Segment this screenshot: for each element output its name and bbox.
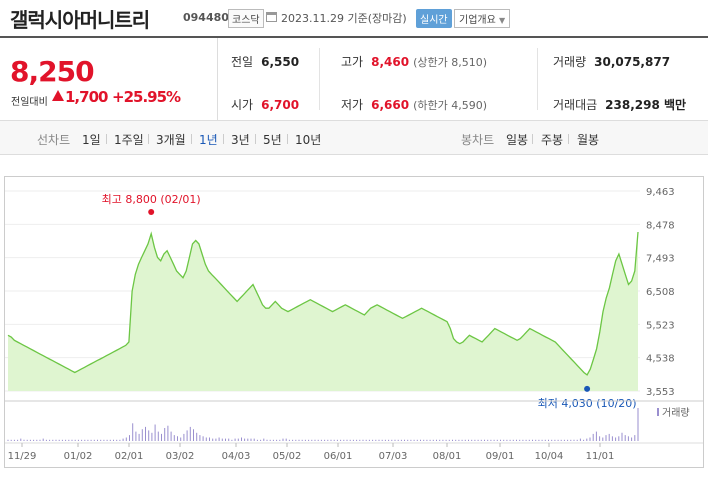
tab-3m[interactable]: 3개월 <box>156 133 186 147</box>
y-tick-label: 8,478 <box>646 220 675 231</box>
volume-legend: 거래량 <box>662 407 690 419</box>
y-tick-label: 3,553 <box>646 387 675 398</box>
stat-label: 전일 <box>231 55 254 69</box>
stat-volume: 거래량 30,075,877 <box>553 53 670 70</box>
x-tick-label: 05/02 <box>273 451 302 462</box>
x-tick-label: 11/29 <box>8 451 37 462</box>
header-divider <box>0 36 708 38</box>
x-tick-label: 01/02 <box>64 451 93 462</box>
price-panel: 8,250 전일대비 1,700 +25.95% <box>0 38 218 120</box>
change-value: 1,700 <box>65 88 108 106</box>
y-tick-label: 6,508 <box>646 287 675 298</box>
divider <box>223 134 224 144</box>
divider <box>191 134 192 144</box>
corp-info-label: 기업개요 <box>459 15 496 26</box>
x-tick-label: 09/01 <box>486 451 515 462</box>
tab-daily[interactable]: 일봉 <box>506 133 529 147</box>
company-name: 갤럭시아머니트리 <box>10 8 150 32</box>
change-percent: +25.95% <box>112 88 181 106</box>
stat-value: 6,660 <box>371 98 410 112</box>
x-tick-label: 03/02 <box>166 451 195 462</box>
change-label: 전일대비 <box>11 97 48 108</box>
x-tick-label: 06/01 <box>324 451 353 462</box>
x-tick-label: 10/04 <box>535 451 564 462</box>
y-tick-label: 5,523 <box>646 320 675 331</box>
x-tick-label: 11/01 <box>586 451 615 462</box>
volume-legend-swatch <box>657 408 659 416</box>
tab-5y[interactable]: 5년 <box>263 133 282 147</box>
stat-trade-value: 거래대금 238,298 백만 <box>553 96 686 113</box>
tab-10y[interactable]: 10년 <box>295 133 322 147</box>
y-tick-label: 7,493 <box>646 254 675 265</box>
stat-label: 거래량 <box>553 55 587 69</box>
x-tick-label: 04/03 <box>222 451 251 462</box>
stat-open: 시가 6,700 <box>231 96 299 113</box>
tab-1d[interactable]: 1일 <box>82 133 101 147</box>
divider <box>255 134 256 144</box>
divider <box>148 134 149 144</box>
header: 갤럭시아머니트리 094480 코스닥 2023.11.29 기준(장마감) 실… <box>0 0 708 34</box>
y-tick-label: 9,463 <box>646 187 675 198</box>
low-marker <box>584 385 591 392</box>
stat-prev-close: 전일 6,550 <box>231 53 299 70</box>
divider <box>532 134 533 144</box>
stock-code: 094480 <box>183 11 229 24</box>
low-annotation: 최저 4,030 (10/20) <box>538 397 637 410</box>
calendar-icon <box>266 12 277 22</box>
divider <box>319 48 320 110</box>
divider <box>0 120 708 121</box>
stat-value: 6,550 <box>261 55 300 69</box>
candle-chart-label: 봉차트 <box>461 133 495 147</box>
stat-value: 30,075,877 <box>594 55 671 69</box>
tab-weekly[interactable]: 주봉 <box>541 133 564 147</box>
stat-label: 고가 <box>341 55 364 69</box>
stat-low: 저가 6,660 (하한가 4,590) <box>341 96 487 113</box>
chevron-down-icon: ▼ <box>499 16 506 25</box>
high-marker <box>148 209 155 215</box>
stat-sub: (상한가 8,510) <box>413 56 487 69</box>
divider <box>287 134 288 144</box>
current-price: 8,250 <box>10 55 95 88</box>
stat-label: 시가 <box>231 98 254 112</box>
stat-sub: (하한가 4,590) <box>413 99 487 112</box>
stats-panel: 전일 6,550 고가 8,460 (상한가 8,510) 거래량 30,075,877… <box>219 38 708 120</box>
up-arrow-icon <box>52 90 64 101</box>
tab-monthly[interactable]: 월봉 <box>577 133 600 147</box>
tab-1w[interactable]: 1주일 <box>114 133 144 147</box>
divider <box>568 134 569 144</box>
price-area-fill <box>8 232 638 391</box>
stat-value: 8,460 <box>371 55 410 69</box>
stat-value: 238,298 백만 <box>605 98 687 112</box>
tab-1y[interactable]: 1년 <box>199 133 218 147</box>
x-tick-label: 02/01 <box>115 451 144 462</box>
divider <box>537 48 538 110</box>
stat-label: 거래대금 <box>553 98 598 112</box>
stat-label: 저가 <box>341 98 364 112</box>
tab-3y[interactable]: 3년 <box>231 133 250 147</box>
y-tick-label: 4,538 <box>646 354 675 365</box>
price-line <box>7 231 639 376</box>
market-badge: 코스닥 <box>228 9 264 28</box>
line-chart-label: 선차트 <box>37 133 71 147</box>
realtime-button[interactable]: 실시간 <box>416 9 452 28</box>
corp-info-dropdown[interactable]: 기업개요 ▼ <box>454 9 511 28</box>
x-tick-label: 07/03 <box>379 451 408 462</box>
high-annotation: 최고 8,800 (02/01) <box>102 193 201 206</box>
chart-tabs: 선차트 1일 1주일 3개월 1년 3년 5년 10년 봉차트 일봉 주봉 월봉 <box>0 121 708 155</box>
stat-high: 고가 8,460 (상한가 8,510) <box>341 53 487 70</box>
stat-value: 6,700 <box>261 98 300 112</box>
chart-frame <box>4 176 704 468</box>
base-date: 2023.11.29 기준(장마감) <box>281 12 407 25</box>
x-tick-label: 08/01 <box>433 451 462 462</box>
divider <box>106 134 107 144</box>
